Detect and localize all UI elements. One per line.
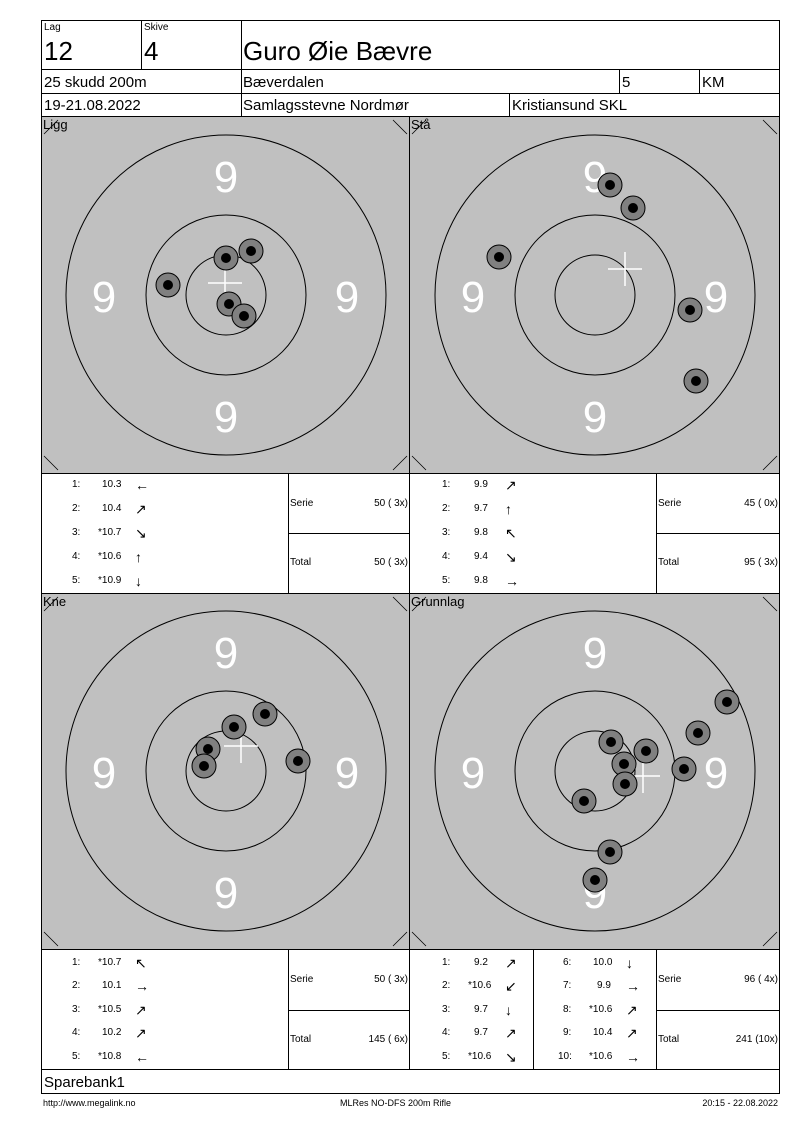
svg-text:9: 9 xyxy=(335,749,359,798)
total-value: 95 ( 3x) xyxy=(744,557,778,568)
direction-arrow-icon: ↓ xyxy=(135,573,142,589)
direction-arrow-icon: → xyxy=(626,978,640,994)
ring-number-left: 9 xyxy=(92,273,116,322)
skive-label: Skive xyxy=(144,22,169,33)
total-value: 145 ( 6x) xyxy=(368,1034,408,1045)
target-grunnlag: 9 9 9 9 xyxy=(410,594,779,949)
svg-text:9: 9 xyxy=(335,273,359,322)
program-text: 25 skudd 200m xyxy=(44,74,147,91)
code-text: KM xyxy=(702,74,725,91)
ring-number-left: 9 xyxy=(461,749,485,798)
shooter-name: Guro Øie Bævre xyxy=(243,36,433,66)
direction-arrow-icon: ↘ xyxy=(135,525,147,541)
direction-arrow-icon: ↗ xyxy=(505,955,517,971)
target-ligg: 9 9 9 9 xyxy=(42,117,409,473)
svg-text:9: 9 xyxy=(214,153,238,202)
svg-text:9: 9 xyxy=(92,273,116,322)
direction-arrow-icon: ↗ xyxy=(505,477,517,493)
ring-number-top: 9 xyxy=(214,629,238,678)
class-text: 5 xyxy=(622,74,631,91)
svg-text:9: 9 xyxy=(214,629,238,678)
total-label: Total xyxy=(290,1034,312,1045)
ring-number-right: 9 xyxy=(335,749,359,798)
direction-arrow-icon: ↗ xyxy=(626,1002,638,1018)
lag-label: Lag xyxy=(44,22,61,33)
event-text: Samlagsstevne Nordmør xyxy=(243,97,409,114)
shot-hits xyxy=(191,701,311,779)
ring-number-left: 9 xyxy=(92,749,116,798)
ring-number-bottom: 9 xyxy=(214,869,238,918)
total-value: 241 (10x) xyxy=(735,1034,778,1045)
total-label: Total xyxy=(658,1034,680,1045)
svg-text:9: 9 xyxy=(214,393,238,442)
direction-arrow-icon: ↗ xyxy=(135,501,147,517)
serie-value: 45 ( 0x) xyxy=(744,498,778,509)
target-sta: 9 9 9 9 xyxy=(410,117,779,473)
svg-text:9: 9 xyxy=(461,749,485,798)
direction-arrow-icon: ↖ xyxy=(135,955,147,971)
svg-text:9: 9 xyxy=(214,869,238,918)
target-title-grunnlag: Grunnlag xyxy=(411,594,465,609)
svg-text:9: 9 xyxy=(704,749,728,798)
footer-timestamp: 20:15 - 22.08.2022 xyxy=(702,1098,778,1108)
ring-number-right: 9 xyxy=(704,273,728,322)
club-text: Bæverdalen xyxy=(243,74,324,91)
svg-text:9: 9 xyxy=(704,273,728,322)
shot-hits xyxy=(155,238,264,329)
direction-arrow-icon: ↘ xyxy=(505,1049,517,1065)
direction-arrow-icon: → xyxy=(505,573,519,589)
target-title-kne: Kne xyxy=(43,594,67,609)
serie-label: Serie xyxy=(658,974,682,985)
target-kne: 9 9 9 9 xyxy=(42,594,409,949)
sponsor-text: Sparebank1 xyxy=(44,1074,125,1091)
dates-text: 19-21.08.2022 xyxy=(44,97,141,114)
ring-number-right: 9 xyxy=(704,749,728,798)
direction-arrow-icon: ↗ xyxy=(135,1002,147,1018)
direction-arrow-icon: ← xyxy=(135,1049,149,1065)
serie-value: 50 ( 3x) xyxy=(374,974,408,985)
total-value: 50 ( 3x) xyxy=(374,557,408,568)
ring-number-top: 9 xyxy=(583,629,607,678)
serie-value: 50 ( 3x) xyxy=(374,498,408,509)
serie-value: 96 ( 4x) xyxy=(744,974,778,985)
direction-arrow-icon: ↓ xyxy=(505,1002,512,1018)
center-cross xyxy=(608,252,642,286)
direction-arrow-icon: ↑ xyxy=(505,501,512,517)
direction-arrow-icon: ↙ xyxy=(505,978,517,994)
skive-value: 4 xyxy=(144,36,159,66)
direction-arrow-icon: ↗ xyxy=(135,1025,147,1041)
ring-number-bottom: 9 xyxy=(583,393,607,442)
ring-number-bottom: 9 xyxy=(214,393,238,442)
direction-arrow-icon: ↘ xyxy=(505,549,517,565)
direction-arrow-icon: ↗ xyxy=(505,1025,517,1041)
ring-number-left: 9 xyxy=(461,273,485,322)
direction-arrow-icon: ↖ xyxy=(505,525,517,541)
total-label: Total xyxy=(658,557,680,568)
svg-text:9: 9 xyxy=(461,273,485,322)
direction-arrow-icon: → xyxy=(135,978,149,994)
footer-url-link[interactable]: http://www.megalink.no xyxy=(43,1098,136,1108)
svg-text:9: 9 xyxy=(583,393,607,442)
shot-hits xyxy=(571,689,740,893)
direction-arrow-icon: ↑ xyxy=(135,549,142,565)
direction-arrow-icon: ↗ xyxy=(626,1025,638,1041)
serie-label: Serie xyxy=(290,498,314,509)
direction-arrow-icon: ↓ xyxy=(626,955,633,971)
serie-label: Serie xyxy=(290,974,314,985)
direction-arrow-icon: ← xyxy=(135,477,149,493)
target-title-sta: Stå xyxy=(411,117,431,132)
shot-hits xyxy=(486,172,709,394)
organizer-text: Kristiansund SKL xyxy=(512,97,628,114)
svg-text:9: 9 xyxy=(583,629,607,678)
ring-number-top: 9 xyxy=(214,153,238,202)
target-title-ligg: Ligg xyxy=(43,117,68,132)
ring-number-right: 9 xyxy=(335,273,359,322)
svg-text:9: 9 xyxy=(92,749,116,798)
lag-value: 12 xyxy=(44,36,73,66)
serie-label: Serie xyxy=(658,498,682,509)
direction-arrow-icon: → xyxy=(626,1049,640,1065)
total-label: Total xyxy=(290,557,312,568)
footer-software: MLRes NO-DFS 200m Rifle xyxy=(340,1098,452,1108)
